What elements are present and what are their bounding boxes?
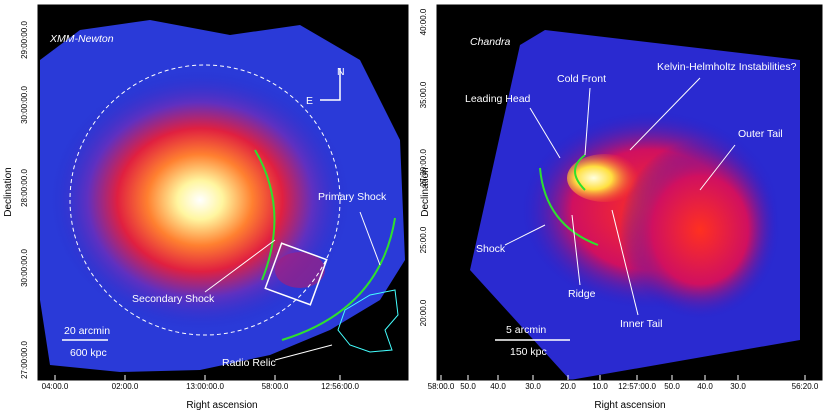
compass-label: E xyxy=(306,95,313,107)
y-tick-label: 27:00:00.0 xyxy=(20,341,29,379)
x-tick-label: 40.0 xyxy=(490,382,506,391)
scale-bar-label: 5 arcmin xyxy=(506,324,546,336)
annotation: Secondary Shock xyxy=(132,293,215,305)
y-tick-label: 20:00.0 xyxy=(419,299,428,326)
x-tick-label: 40.0 xyxy=(697,382,713,391)
annotation: Primary Shock xyxy=(318,191,387,203)
compass-label: N xyxy=(337,66,345,78)
x-tick-label: 20.0 xyxy=(560,382,576,391)
y-axis-label: Declination xyxy=(420,167,431,216)
chandra-image xyxy=(436,4,823,381)
x-tick-label: 04:00.0 xyxy=(42,382,69,391)
y-tick-label: 27:30:00.0 xyxy=(419,149,428,187)
y-tick-label: 40:00.0 xyxy=(419,8,428,35)
y-tick-label: 25:00.0 xyxy=(419,226,428,253)
x-tick-label: 58:00.0 xyxy=(428,382,455,391)
annotation: Shock xyxy=(476,243,506,255)
y-tick-label: 30:00:00.0 xyxy=(20,249,29,287)
annotation: Ridge xyxy=(568,288,596,300)
y-tick-label: 29:00:00.0 xyxy=(20,21,29,59)
x-tick-label: 12:56:00.0 xyxy=(321,382,359,391)
annotation: Kelvin-Helmholtz Instabilities? xyxy=(657,61,797,73)
x-tick-label: 56:20.0 xyxy=(792,382,819,391)
x-tick-label: 10.0 xyxy=(592,382,608,391)
y-tick-label: 28:00:00.0 xyxy=(20,169,29,207)
annotation: Inner Tail xyxy=(620,318,662,330)
scale-bar-label: 20 arcmin xyxy=(64,325,110,337)
annotation: Cold Front xyxy=(557,73,606,85)
x-tick-label: 58:00.0 xyxy=(262,382,289,391)
annotation: Leading Head xyxy=(465,93,531,105)
scale-bar-label: 600 kpc xyxy=(70,347,107,359)
x-tick-label: 30.0 xyxy=(730,382,746,391)
y-axis-label: Declination xyxy=(3,167,14,216)
x-tick-label: 50.0 xyxy=(460,382,476,391)
annotation: Radio Relic xyxy=(222,357,276,369)
x-tick-label: 12:57:00.0 xyxy=(618,382,656,391)
x-tick-label: 30.0 xyxy=(525,382,541,391)
annotation: Outer Tail xyxy=(738,128,783,140)
y-tick-label: 35:00.0 xyxy=(419,81,428,108)
panel-title: XMM-Newton xyxy=(49,33,114,45)
scale-bar-label: 150 kpc xyxy=(510,346,547,358)
x-tick-label: 13:00:00.0 xyxy=(186,382,224,391)
x-tick-label: 02:00.0 xyxy=(112,382,139,391)
x-axis-label: Right ascension xyxy=(594,400,665,411)
xmm-image xyxy=(37,4,409,381)
x-tick-label: 50.0 xyxy=(664,382,680,391)
x-axis-label: Right ascension xyxy=(186,400,257,411)
y-tick-label: 30:00:00.0 xyxy=(20,86,29,124)
panel-title: Chandra xyxy=(470,36,510,48)
